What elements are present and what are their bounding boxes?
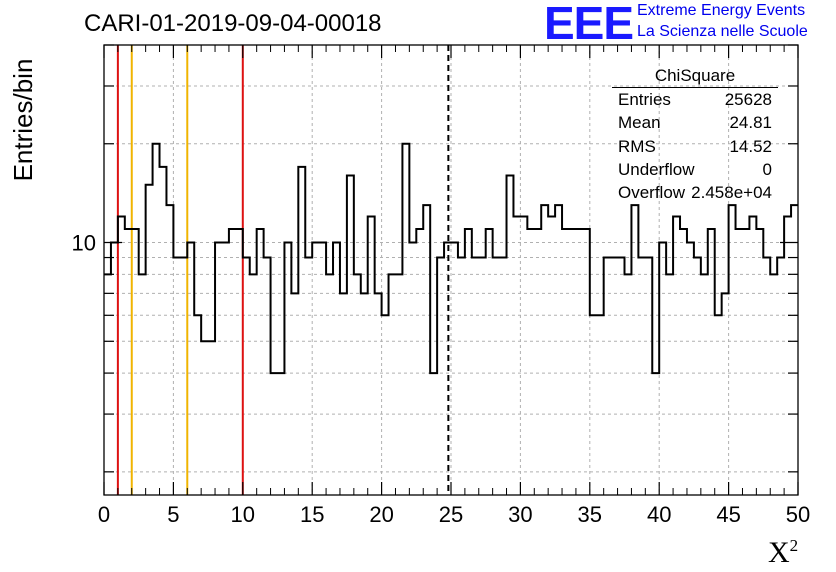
stats-title: ChiSquare [612,66,778,88]
logo-subtitle-2: La Scienza nelle Scuole [637,23,808,40]
stats-row: Entries 25628 [618,90,772,109]
x-tick-label: 50 [786,502,810,527]
x-tick-label: 35 [578,502,602,527]
stats-row: Overflow 2.458e+04 [618,183,772,203]
x-axis-label: X2 [768,536,799,569]
logo-subtitle-1: Extreme Energy Events [637,2,806,19]
reference-lines [116,45,450,495]
x-tick-label: 20 [369,502,393,527]
y-axis-label: Entries/bin [8,59,38,182]
stats-row: RMS 14.52 [618,136,772,156]
chart-title: CARI-01-2019-09-04-00018 [84,10,382,37]
x-tick-label: 15 [300,502,324,527]
svg-text:Entries/bin: Entries/bin [8,59,38,182]
x-tick-label: 30 [508,502,532,527]
y-tick-label: 10 [72,231,96,256]
stats-row: Mean 24.81 [618,113,772,133]
y-tick-labels: 10 [72,231,96,256]
x-tick-label: 25 [439,502,463,527]
histogram-series [104,142,798,375]
eee-logo: EEE [544,0,634,49]
x-tick-label: 10 [231,502,255,527]
x-tick-label: 0 [98,502,110,527]
x-tick-labels: 0 5 10 15 20 25 30 35 40 45 50 [98,502,810,527]
axis-ticks [103,44,799,495]
x-tick-label: 45 [716,502,740,527]
x-tick-label: 40 [647,502,671,527]
stats-row: Underflow 0 [618,159,772,179]
x-tick-label: 5 [167,502,179,527]
histogram-line [104,142,798,375]
stats-box: ChiSquare Entries 25628 Mean 24.81 RMS 14.5… [612,66,778,204]
